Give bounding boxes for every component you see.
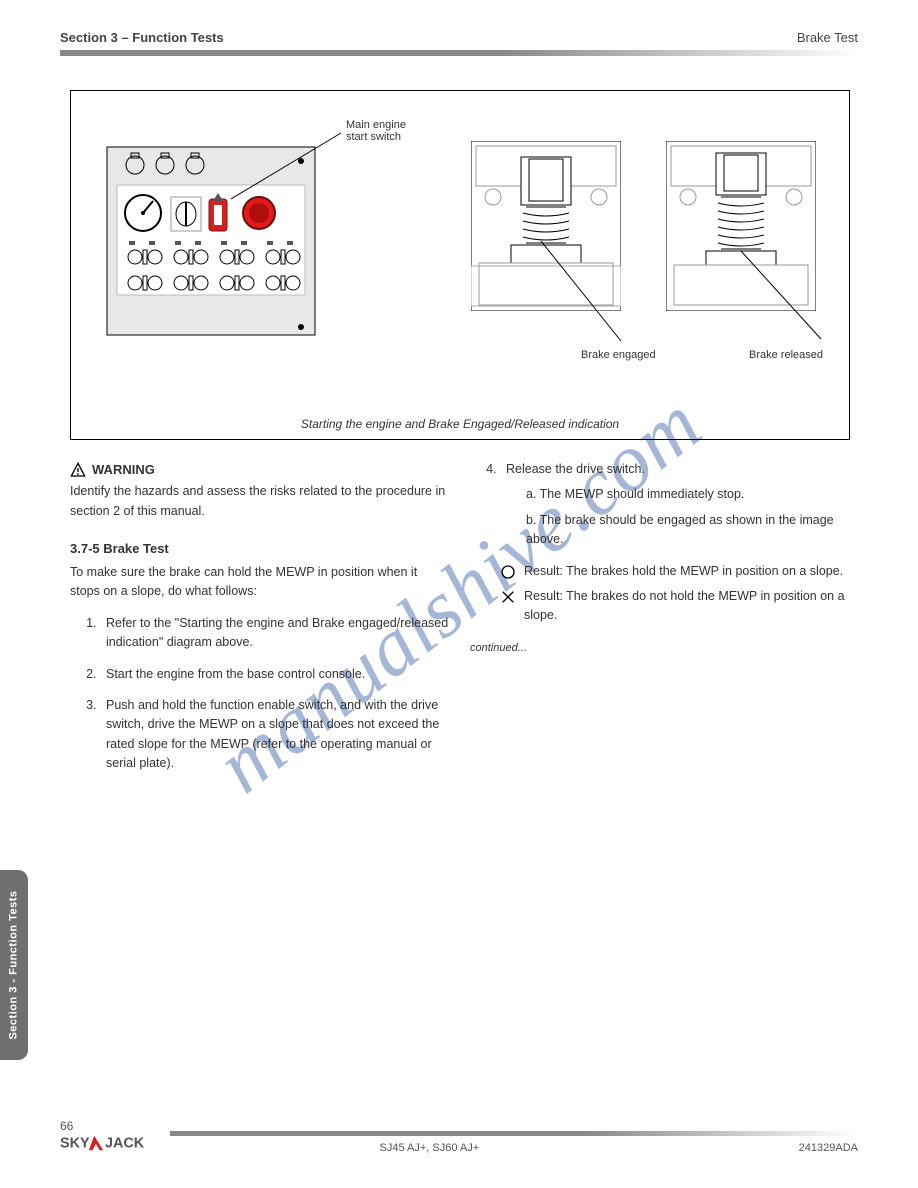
continued-text: continued...: [470, 640, 850, 657]
circle-icon: [500, 564, 516, 580]
footer-doc-id: 241329ADA: [799, 1142, 858, 1154]
panel-callout-label: Main engine start switch: [346, 119, 406, 143]
brake-released-label: Brake released: [749, 349, 823, 361]
warning-triangle-icon: [70, 462, 86, 478]
figure-caption: Starting the engine and Brake Engaged/Re…: [71, 417, 849, 431]
substep-a: a. The MEWP should immediately stop.: [520, 485, 850, 504]
step-1: Refer to the "Starting the engine and Br…: [100, 614, 450, 653]
footer-divider: [170, 1131, 858, 1136]
side-tab-label: Section 3 - Function Tests: [8, 890, 20, 1039]
step-4: Release the drive switch. a. The MEWP sh…: [500, 460, 850, 550]
warning-title: WARNING: [92, 460, 155, 480]
section-side-tab: Section 3 - Function Tests: [0, 870, 28, 1060]
steps-list-continued: Release the drive switch. a. The MEWP sh…: [500, 460, 850, 550]
header-section-title: Section 3 – Function Tests: [60, 30, 224, 45]
steps-list: Refer to the "Starting the engine and Br…: [100, 614, 450, 774]
figure-container: Main engine start switch: [70, 90, 850, 440]
header-page-title: Brake Test: [797, 30, 858, 45]
footer-model: SJ45 AJ+, SJ60 AJ+: [379, 1142, 479, 1154]
result-pass: Result: The brakes hold the MEWP in posi…: [500, 562, 850, 581]
section-heading: 3.7-5 Brake Test: [70, 539, 450, 559]
x-icon: [500, 589, 516, 605]
panel-callout-line: [231, 131, 431, 211]
warning-text: Identify the hazards and assess the risk…: [70, 482, 450, 521]
substep-b: b. The brake should be engaged as shown …: [520, 511, 850, 550]
step-2: Start the engine from the base control c…: [100, 665, 450, 684]
step-3: Push and hold the function enable switch…: [100, 696, 450, 774]
header-divider: [60, 50, 860, 56]
result-pass-text: Result: The brakes hold the MEWP in posi…: [524, 562, 843, 581]
result-fail: Result: The brakes do not hold the MEWP …: [500, 587, 850, 626]
result-fail-text: Result: The brakes do not hold the MEWP …: [524, 587, 850, 626]
step-4-text: Release the drive switch.: [506, 462, 645, 476]
brake-engaged-label: Brake engaged: [581, 349, 656, 361]
section-intro: To make sure the brake can hold the MEWP…: [70, 563, 450, 602]
